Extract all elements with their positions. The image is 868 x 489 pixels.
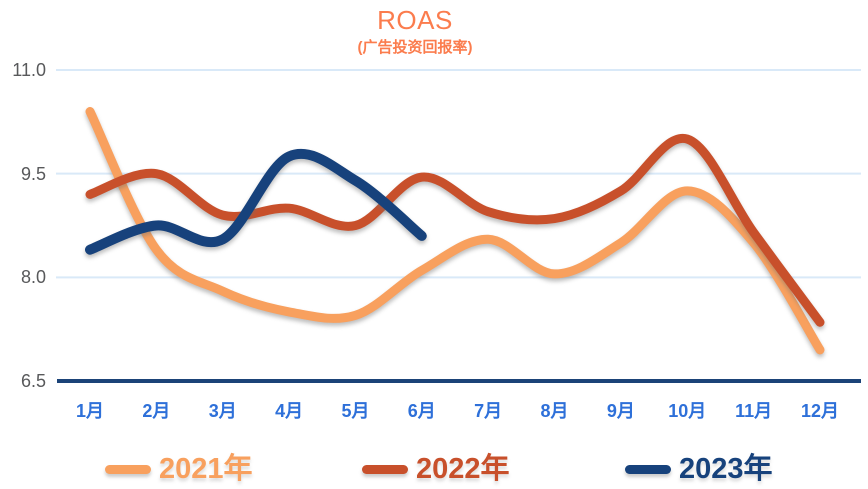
chart-title: ROAS <box>377 5 453 35</box>
legend-item: 2023年 <box>625 451 773 487</box>
series-line-2022年 <box>85 134 825 327</box>
legend-label: 2021年 <box>159 453 253 485</box>
legend-item: 2021年 <box>105 451 253 487</box>
legend-item: 2022年 <box>362 451 510 487</box>
legend-label: 2022年 <box>416 453 510 485</box>
x-tick-label: 2月 <box>142 401 171 421</box>
x-tick-label: 1月 <box>75 401 104 421</box>
y-tick-label: 9.5 <box>20 163 46 184</box>
x-tick-label: 6月 <box>407 401 436 421</box>
series-line-2023年 <box>85 148 427 255</box>
legend-swatch-icon <box>625 464 671 474</box>
legend-swatch-icon <box>105 464 151 474</box>
x-tick-label: 9月 <box>606 401 635 421</box>
x-tick-label: 7月 <box>474 401 503 421</box>
x-tick-label: 8月 <box>540 401 569 421</box>
x-tick-label: 10月 <box>668 401 707 421</box>
series-line-2021年 <box>85 107 825 355</box>
x-tick-label: 4月 <box>275 401 304 421</box>
y-tick-label: 8.0 <box>20 267 46 288</box>
x-tick-label: 3月 <box>208 401 237 421</box>
x-tick-label: 5月 <box>341 401 370 421</box>
legend-label: 2023年 <box>679 453 773 485</box>
y-tick-label: 6.5 <box>20 371 46 391</box>
legend-swatch-icon <box>362 464 408 474</box>
chart-subtitle: (广告投资回报率) <box>357 39 473 56</box>
y-tick-label: 11.0 <box>12 60 46 80</box>
x-tick-label: 12月 <box>800 401 840 421</box>
x-tick-label: 11月 <box>735 401 773 421</box>
